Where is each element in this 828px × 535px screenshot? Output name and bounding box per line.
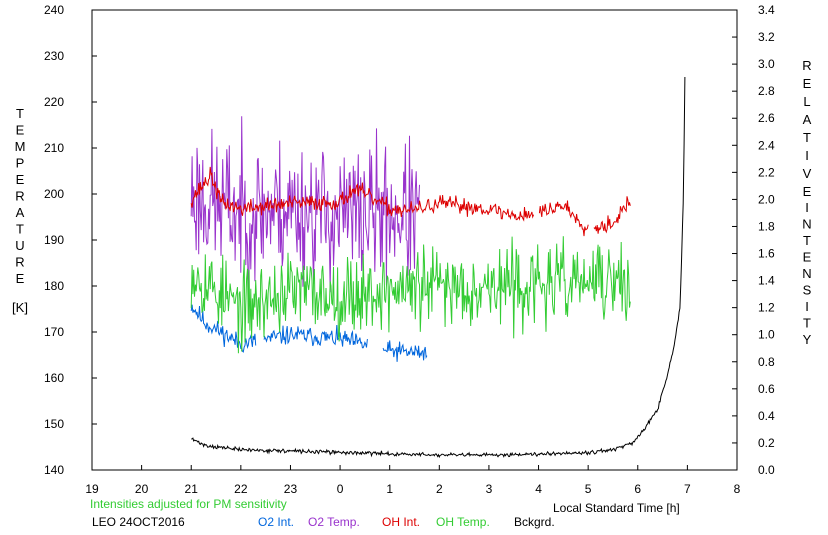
left-axis-label-letter: E bbox=[16, 271, 25, 286]
x-tick-label: 5 bbox=[585, 482, 592, 496]
right-tick-label: 1.6 bbox=[758, 247, 775, 261]
right-axis-label-letter: T bbox=[803, 233, 811, 248]
right-axis-label-letter: N bbox=[802, 217, 811, 232]
right-axis-label-letter: T bbox=[803, 130, 811, 145]
legend: O2 Int. O2 Temp. OH Int. OH Temp. Bckgrd… bbox=[258, 515, 555, 529]
right-axis-label-letter: I bbox=[805, 148, 809, 163]
x-tick-label: 22 bbox=[234, 482, 248, 496]
left-tick-label: 180 bbox=[44, 279, 64, 293]
left-tick-label: 150 bbox=[44, 417, 64, 431]
series-layer bbox=[190, 76, 686, 459]
sensitivity-note: Intensities adjusted for PM sensitivity bbox=[90, 497, 287, 511]
right-axis-label-letter: E bbox=[803, 76, 812, 91]
x-tick-label: 8 bbox=[734, 482, 741, 496]
x-tick-label: 21 bbox=[185, 482, 199, 496]
x-tick-label: 3 bbox=[486, 482, 493, 496]
left-tick-label: 200 bbox=[44, 187, 64, 201]
right-tick-label: 1.8 bbox=[758, 219, 775, 233]
x-tick-label: 2 bbox=[436, 482, 443, 496]
left-tick-label: 190 bbox=[44, 233, 64, 247]
left-tick-label: 220 bbox=[44, 95, 64, 109]
left-axis-label-letter: A bbox=[16, 205, 25, 220]
right-axis-label-letter: A bbox=[803, 112, 812, 127]
left-axis-label-letter: E bbox=[16, 172, 25, 187]
left-axis-label-letter: P bbox=[16, 156, 25, 171]
left-tick-label: 240 bbox=[44, 3, 64, 17]
right-tick-label: 1.2 bbox=[758, 301, 775, 315]
series-o2-int bbox=[190, 304, 428, 362]
right-tick-label: 3.4 bbox=[758, 3, 775, 17]
x-axis-label: Local Standard Time [h] bbox=[553, 501, 680, 515]
x-tick-label: 6 bbox=[634, 482, 641, 496]
left-axis-label-letter: U bbox=[15, 238, 24, 253]
right-tick-label: 1.0 bbox=[758, 328, 775, 342]
right-tick-label: 2.2 bbox=[758, 165, 775, 179]
x-tick-label: 0 bbox=[337, 482, 344, 496]
legend-oh-int: OH Int. bbox=[382, 515, 420, 529]
right-tick-label: 0.8 bbox=[758, 355, 775, 369]
left-axis-label-letter: M bbox=[15, 139, 26, 154]
left-tick-label: 160 bbox=[44, 371, 64, 385]
right-tick-label: 0.4 bbox=[758, 409, 775, 423]
left-axis-label-letter: R bbox=[15, 255, 24, 270]
x-tick-label: 19 bbox=[85, 482, 99, 496]
station-date: LEO 24OCT2016 bbox=[92, 515, 185, 529]
series-oh-temp bbox=[190, 236, 631, 354]
legend-oh-temp: OH Temp. bbox=[436, 515, 490, 529]
x-tick-label: 20 bbox=[135, 482, 149, 496]
left-tick-label: 230 bbox=[44, 49, 64, 63]
left-axis-ticks: 140 150 160 170 180 190 200 210 220 230 240 bbox=[44, 3, 97, 477]
right-tick-label: 0.2 bbox=[758, 436, 775, 450]
series-o2-temp bbox=[190, 116, 420, 302]
left-tick-label: 170 bbox=[44, 325, 64, 339]
series-oh-int bbox=[190, 166, 631, 237]
right-axis-label-letter: I bbox=[805, 299, 809, 314]
series-bckgrd bbox=[191, 76, 686, 459]
right-tick-label: 2.4 bbox=[758, 138, 775, 152]
legend-o2-temp: O2 Temp. bbox=[308, 515, 360, 529]
right-axis-label-letter: E bbox=[803, 184, 812, 199]
right-axis-label-letter: S bbox=[803, 283, 812, 298]
right-tick-label: 1.4 bbox=[758, 274, 775, 288]
x-tick-label: 7 bbox=[684, 482, 691, 496]
right-axis-label-letter: V bbox=[803, 166, 812, 181]
right-tick-label: 2.8 bbox=[758, 84, 775, 98]
right-axis-label-letter: T bbox=[803, 316, 811, 331]
right-tick-label: 2.0 bbox=[758, 192, 775, 206]
right-axis-label-letter: E bbox=[803, 250, 812, 265]
legend-bckgrd: Bckgrd. bbox=[514, 515, 555, 529]
right-tick-label: 3.2 bbox=[758, 30, 775, 44]
x-tick-label: 23 bbox=[284, 482, 298, 496]
x-axis-ticks: 19 20 21 22 23 0 1 2 3 4 5 6 7 8 bbox=[85, 465, 741, 496]
right-tick-label: 2.6 bbox=[758, 111, 775, 125]
right-tick-label: 0.0 bbox=[758, 463, 775, 477]
right-tick-label: 0.6 bbox=[758, 382, 775, 396]
right-tick-label: 3.0 bbox=[758, 57, 775, 71]
left-tick-label: 210 bbox=[44, 141, 64, 155]
left-axis-label-letter: T bbox=[16, 106, 24, 121]
left-axis-label-letter: E bbox=[16, 123, 25, 138]
right-axis-label-letter: I bbox=[805, 200, 809, 215]
legend-o2-int: O2 Int. bbox=[258, 515, 294, 529]
right-axis-label-letter: R bbox=[802, 58, 811, 73]
right-axis-label-letter: L bbox=[803, 94, 810, 109]
x-tick-label: 1 bbox=[386, 482, 393, 496]
right-axis-ticks: 0.0 0.2 0.4 0.6 0.8 1.0 1.2 1.4 1.6 1.8 2.0 2.2 2.4 2… bbox=[732, 3, 775, 477]
x-tick-label: 4 bbox=[535, 482, 542, 496]
right-axis-label-letter: Y bbox=[803, 332, 812, 347]
right-axis-label-letter: N bbox=[802, 266, 811, 281]
left-axis-label-letter: R bbox=[15, 189, 24, 204]
left-tick-label: 140 bbox=[44, 463, 64, 477]
left-axis-unit: [K] bbox=[12, 300, 28, 315]
left-axis-label-letter: T bbox=[16, 222, 24, 237]
